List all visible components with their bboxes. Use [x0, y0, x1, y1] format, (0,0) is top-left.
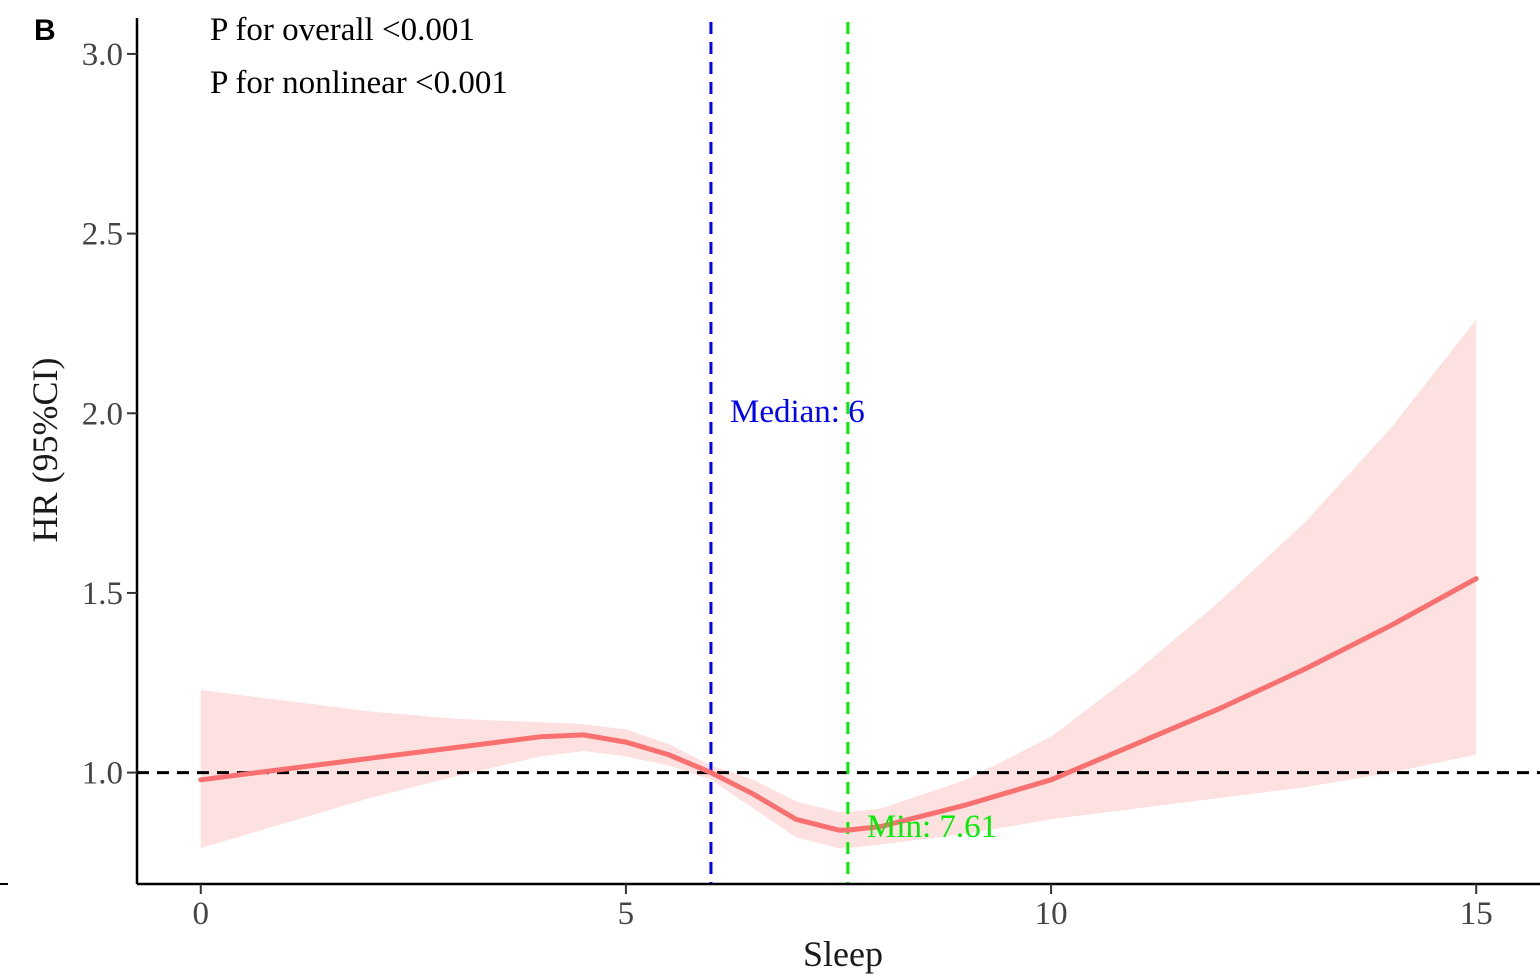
hr-spline-line — [198, 576, 1479, 833]
x-tick-label: 0 — [193, 896, 210, 932]
min-label: Min: 7.61 — [867, 809, 997, 845]
x-tick-label: 5 — [618, 896, 635, 932]
y-tick-label: 2.0 — [82, 396, 123, 432]
y-tick-label: 3.0 — [82, 37, 123, 73]
y-tick-label: 1.5 — [82, 576, 123, 612]
p-overall-annotation: P for overall <0.001 — [210, 12, 475, 48]
y-tick-label: 2.5 — [82, 217, 123, 253]
x-axis-label: Sleep — [803, 934, 883, 974]
panel-label: B — [34, 14, 56, 47]
y-tick-label: 1.0 — [82, 756, 123, 792]
axis-ticks: 0 5 10 15 1.0 1.5 2.0 2.5 3.0 — [82, 37, 1493, 932]
x-tick-label: 15 — [1460, 896, 1493, 932]
p-nonlinear-annotation: P for nonlinear <0.001 — [210, 65, 508, 101]
median-label: Median: 6 — [730, 394, 865, 430]
confidence-band — [200, 319, 1477, 849]
y-axis-label: HR (95%CI) — [25, 358, 65, 543]
x-tick-label: 10 — [1035, 896, 1068, 932]
plot-area — [137, 22, 1540, 884]
